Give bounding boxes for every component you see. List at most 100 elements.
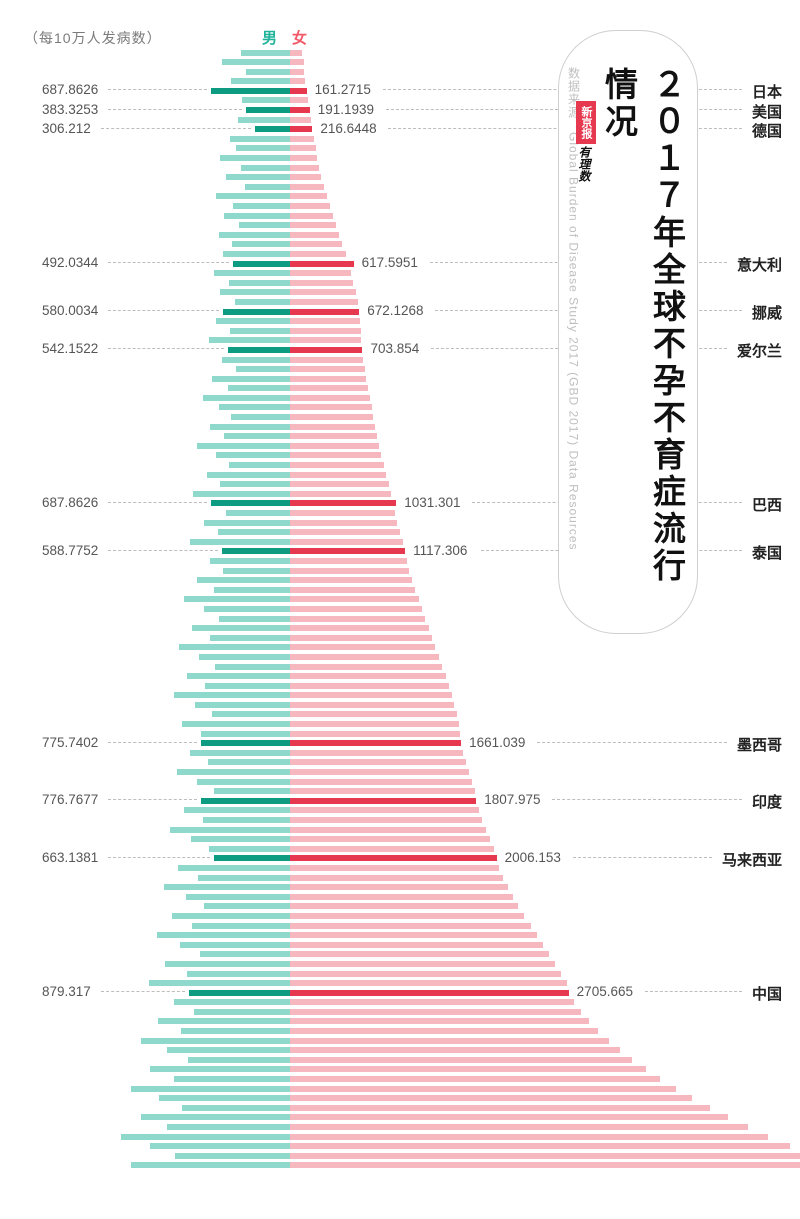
bar-female: [290, 596, 419, 602]
bar-female: [290, 59, 304, 65]
bar-female: [290, 280, 353, 286]
bar-female: [290, 337, 361, 343]
bar-female: [290, 683, 449, 689]
bar-male: [228, 347, 290, 353]
bar-male: [203, 395, 290, 401]
bar-male: [228, 385, 290, 391]
bar-male: [219, 404, 290, 410]
dash-right: [537, 742, 727, 743]
bar-female: [290, 357, 363, 363]
bar-male: [167, 1124, 290, 1130]
bar-male: [170, 827, 290, 833]
bar-female: [290, 385, 368, 391]
bar-female: [290, 193, 327, 199]
bar-female: [290, 289, 356, 295]
axis-note: （每10万人发病数）: [24, 28, 162, 48]
bar-male: [207, 472, 290, 478]
bar-female: [290, 923, 531, 929]
bar-row: [0, 700, 800, 710]
title-box: ２０１７年全球不孕不育症流行情况 数据来源：Global Burden of D…: [558, 30, 698, 634]
bar-female: [290, 1057, 632, 1063]
bar-row: [0, 1161, 800, 1171]
bar-male: [233, 261, 290, 267]
bar-male: [246, 69, 290, 75]
bar-row: [0, 911, 800, 921]
dash-left: [108, 857, 210, 858]
bar-row: [0, 652, 800, 662]
bar-row: [0, 1084, 800, 1094]
bar-female: [290, 750, 463, 756]
bar-female: [290, 1153, 800, 1159]
bar-female: [290, 1066, 646, 1072]
dash-right: [573, 857, 712, 858]
bar-male: [190, 750, 290, 756]
bar-female: [290, 1009, 581, 1015]
bar-female: [290, 865, 499, 871]
dash-left: [108, 799, 197, 800]
bar-male: [235, 299, 290, 305]
bar-female: [290, 69, 304, 75]
bar-female: [290, 721, 459, 727]
bar-row: [0, 1065, 800, 1075]
bar-female: [290, 318, 360, 324]
bar-male: [197, 779, 290, 785]
bar-row-highlighted: 776.76771807.975印度: [0, 796, 800, 806]
bar-female: [290, 500, 396, 506]
bar-female: [290, 203, 330, 209]
bar-row: [0, 931, 800, 941]
dash-left: [101, 128, 251, 129]
bar-female: [290, 980, 567, 986]
bar-male: [180, 942, 290, 948]
bar-row-highlighted: 775.74021661.039墨西哥: [0, 739, 800, 749]
bar-female: [290, 817, 482, 823]
bar-row: [0, 1007, 800, 1017]
bar-row: [0, 902, 800, 912]
bar-female: [290, 366, 365, 372]
bar-male: [199, 654, 290, 660]
bar-row: [0, 816, 800, 826]
bar-male: [210, 635, 291, 641]
bar-female: [290, 472, 386, 478]
bar-female: [290, 213, 333, 219]
bar-male: [203, 817, 290, 823]
bar-male: [238, 117, 290, 123]
bar-male: [224, 213, 290, 219]
bar-female: [290, 424, 375, 430]
bar-male: [210, 558, 291, 564]
bar-male: [192, 625, 290, 631]
bar-female: [290, 932, 537, 938]
bar-row: [0, 873, 800, 883]
bar-female: [290, 903, 518, 909]
bar-row: [0, 892, 800, 902]
bar-male: [215, 664, 290, 670]
bar-male: [208, 759, 290, 765]
dash-left: [108, 89, 207, 90]
bar-male: [210, 424, 290, 430]
bar-female: [290, 50, 302, 56]
bar-male: [229, 280, 290, 286]
bar-row: [0, 835, 800, 845]
bar-male: [141, 1038, 291, 1044]
bar-female: [290, 251, 346, 257]
bar-female: [290, 587, 415, 593]
bar-row: [0, 1046, 800, 1056]
bar-male: [141, 1114, 290, 1120]
bar-female: [290, 174, 321, 180]
bar-female: [290, 798, 476, 804]
bar-male: [157, 932, 290, 938]
bar-female: [290, 577, 412, 583]
bar-male: [216, 452, 290, 458]
bar-female: [290, 309, 359, 315]
bar-female: [290, 836, 490, 842]
bar-male: [205, 683, 290, 689]
bar-female: [290, 875, 503, 881]
bar-male: [188, 1057, 290, 1063]
bar-male: [174, 1076, 290, 1082]
brand: 新京报 有理数: [576, 101, 628, 182]
bar-male: [226, 174, 290, 180]
bar-female: [290, 846, 494, 852]
bar-male: [204, 520, 290, 526]
dash-left: [108, 262, 229, 263]
dash-right: [645, 991, 742, 992]
dash-left: [108, 109, 242, 110]
